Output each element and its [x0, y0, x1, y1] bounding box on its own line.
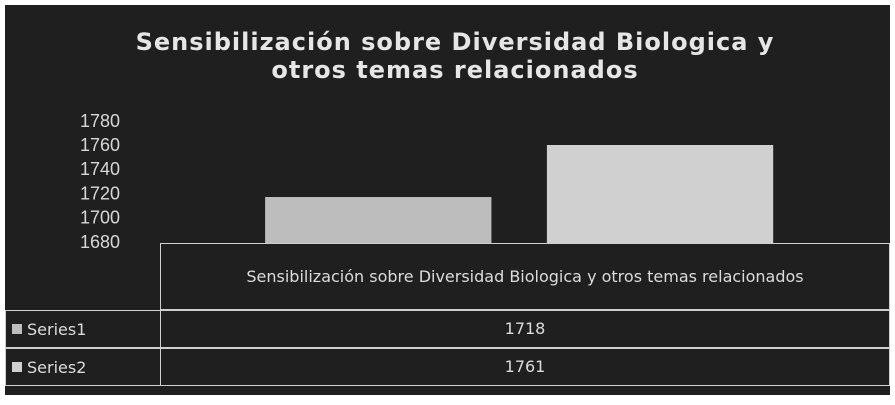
- table-value: 1718: [160, 310, 890, 348]
- y-tick-label: 1780: [80, 111, 120, 131]
- table-value-text: 1718: [504, 319, 546, 338]
- y-tick-label: 1700: [80, 208, 120, 228]
- table-value: 1761: [160, 348, 890, 386]
- y-tick-label: 1760: [80, 135, 120, 155]
- bar: [265, 197, 492, 243]
- y-tick-label: 1740: [80, 159, 120, 179]
- bar: [546, 144, 774, 243]
- chart-title: Sensibilización sobre Diversidad Biologi…: [135, 28, 775, 84]
- table-value-text: 1761: [504, 357, 546, 376]
- legend-entry: Series1: [5, 310, 161, 348]
- legend-swatch: [12, 324, 22, 334]
- legend-swatch: [12, 362, 22, 372]
- y-tick-label: 1680: [80, 232, 120, 252]
- table-header-text: Sensibilización sobre Diversidad Biologi…: [246, 266, 804, 286]
- legend-entry: Series2: [5, 348, 161, 386]
- table-header: Sensibilización sobre Diversidad Biologi…: [160, 243, 890, 310]
- legend-label: Series1: [27, 319, 87, 339]
- y-tick-label: 1720: [80, 183, 120, 203]
- legend-label: Series2: [27, 357, 87, 377]
